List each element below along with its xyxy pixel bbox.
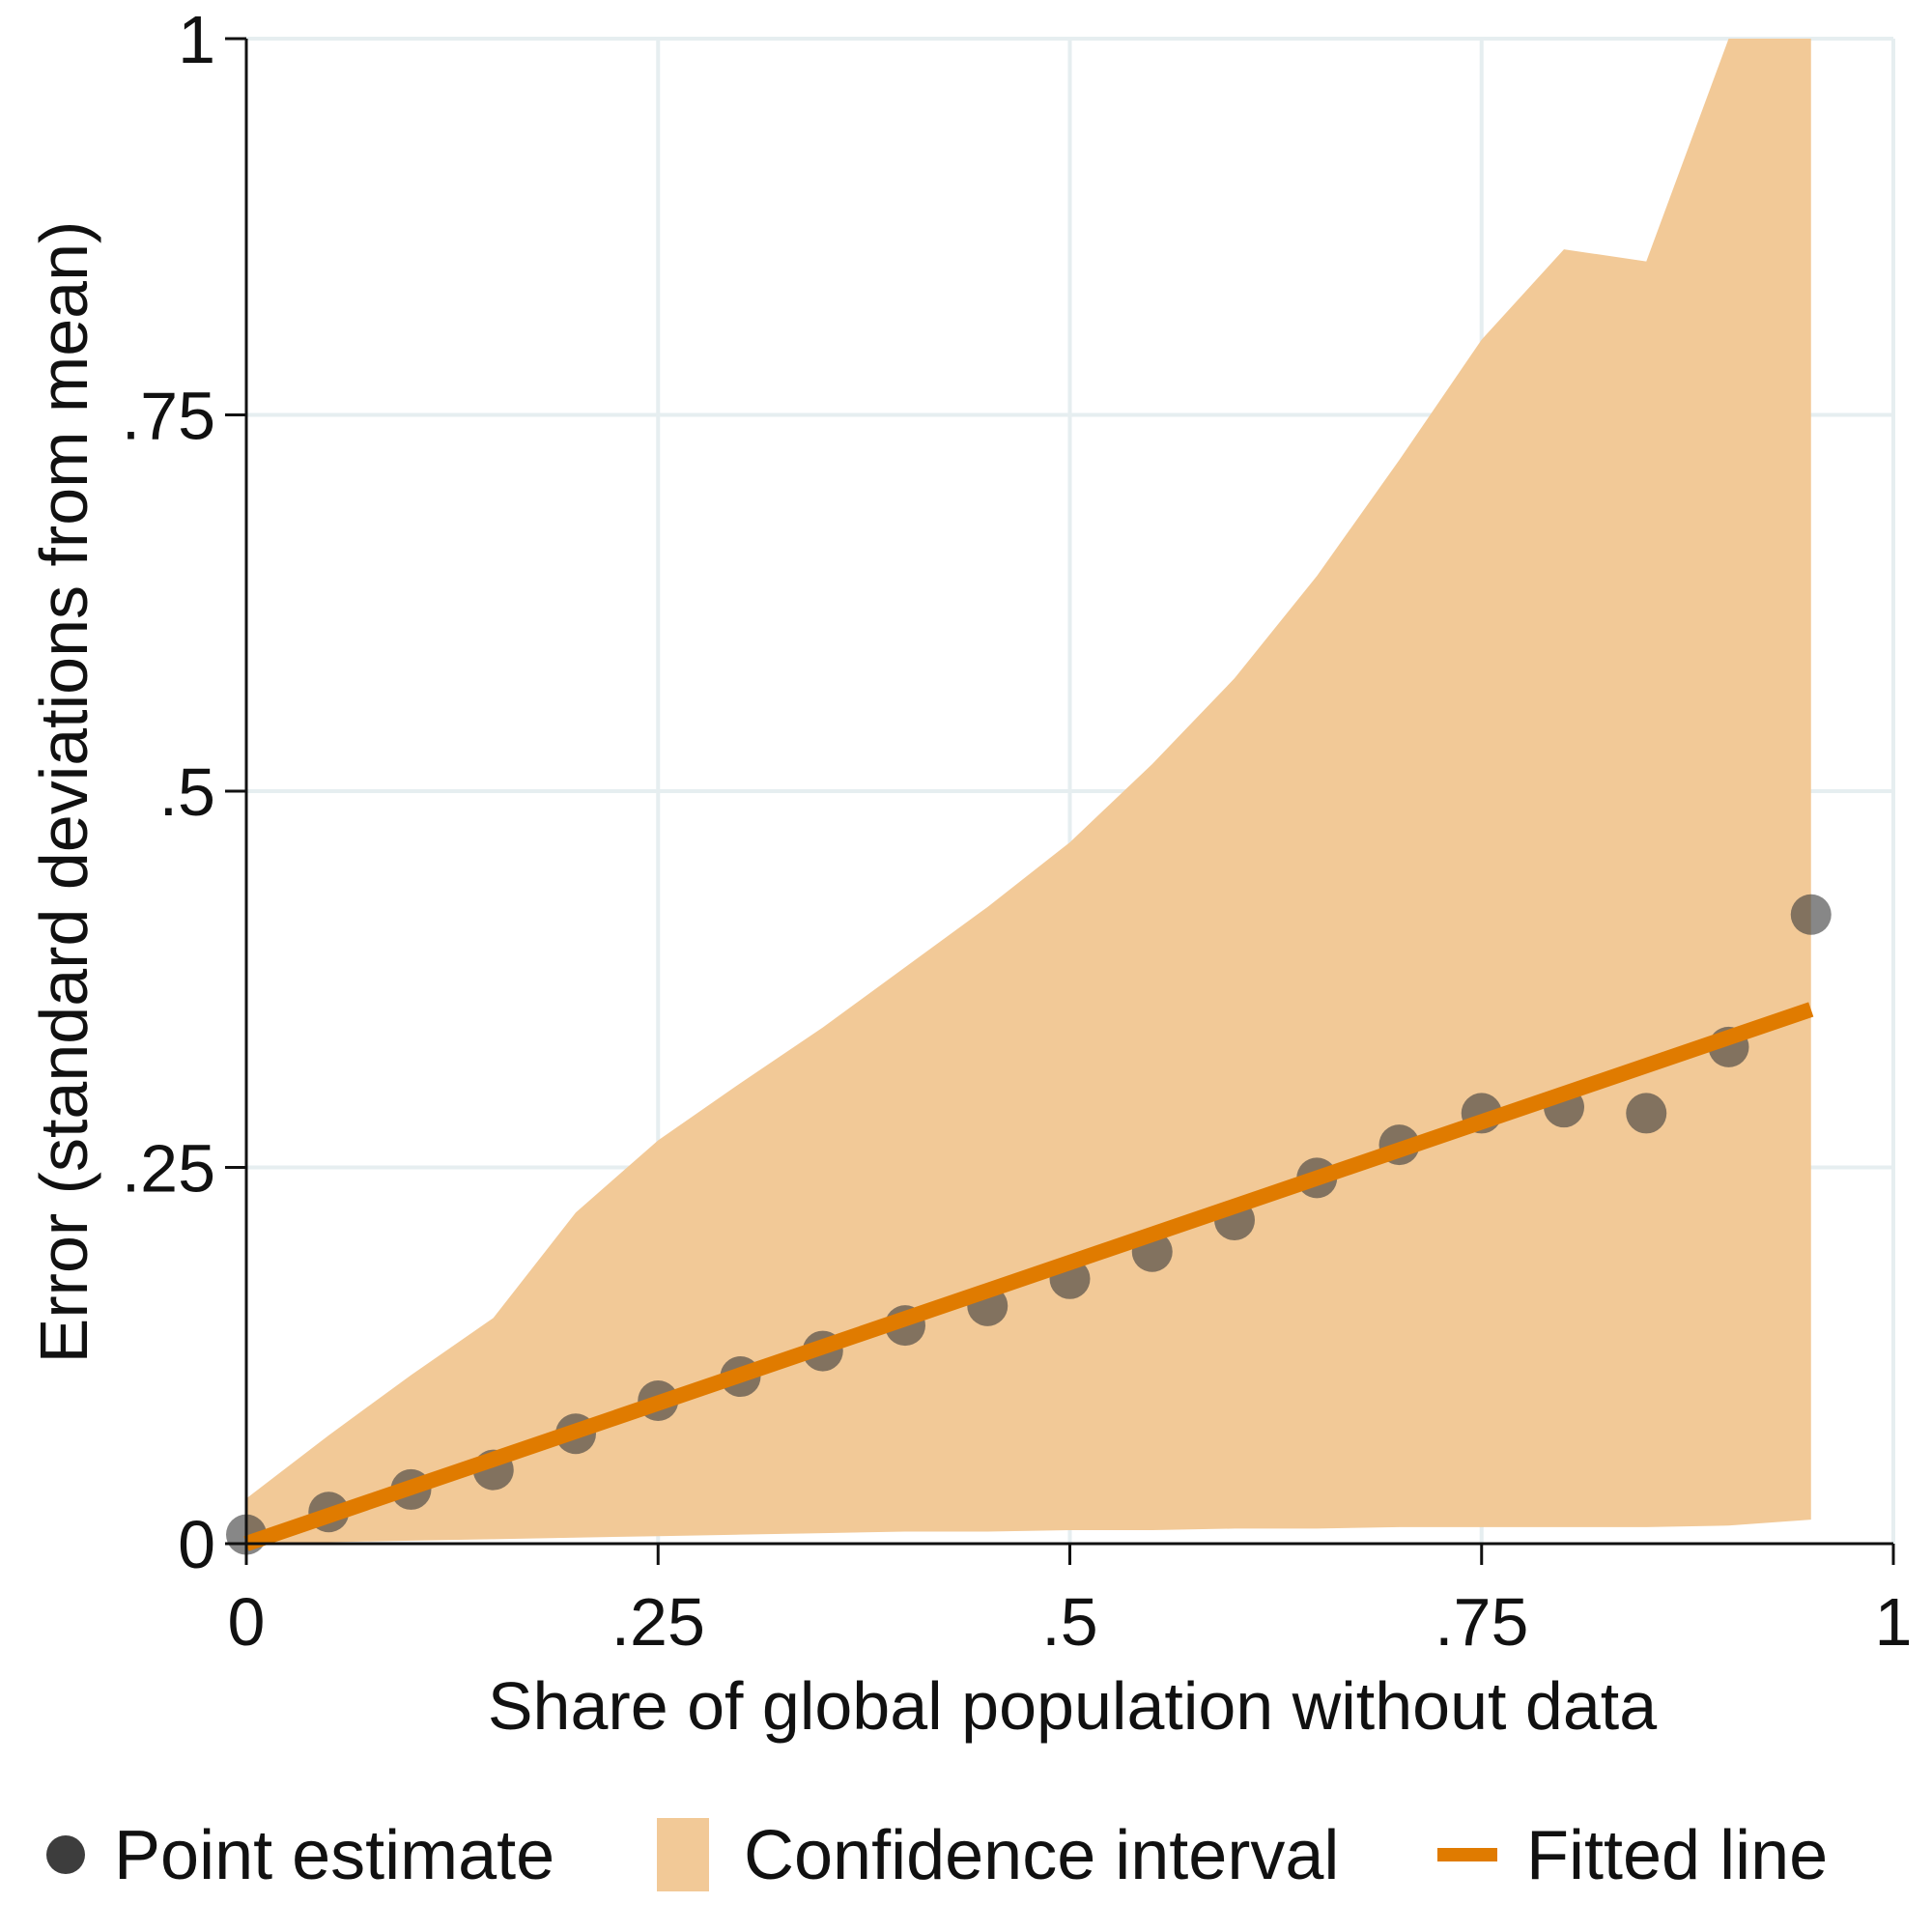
legend-point-swatch	[46, 1835, 85, 1874]
x-tick-label: 0	[228, 1584, 266, 1660]
x-axis-title: Share of global population without data	[488, 1668, 1657, 1744]
data-point	[1790, 894, 1832, 935]
legend-line-swatch	[1437, 1848, 1497, 1861]
y-tick-label: .5	[159, 754, 215, 830]
band-layer	[246, 39, 1811, 1544]
y-axis-title: Error (standard deviations from mean)	[26, 221, 101, 1364]
y-tick-label: 0	[178, 1507, 215, 1582]
confidence-band	[246, 39, 1811, 1544]
y-tick-label: .75	[122, 379, 215, 454]
y-tick-label: .25	[122, 1131, 215, 1207]
x-tick-label: .25	[611, 1584, 705, 1660]
axes-layer: 0 .25 .5 .75 1 0 .25 .5 .75 1	[122, 2, 1913, 1660]
legend-band-label: Confidence interval	[744, 1817, 1339, 1894]
legend: Point estimate Confidence interval Fitte…	[46, 1817, 1828, 1894]
fitted-line	[243, 1002, 1814, 1551]
legend-point-label: Point estimate	[114, 1817, 554, 1894]
x-tick-label: .75	[1435, 1584, 1528, 1660]
x-tick-label: .5	[1041, 1584, 1097, 1660]
x-tick-label: 1	[1875, 1584, 1913, 1660]
legend-line-label: Fitted line	[1526, 1817, 1828, 1894]
data-point	[1626, 1093, 1667, 1134]
y-tick-label: 1	[178, 2, 215, 77]
legend-band-swatch	[657, 1818, 709, 1891]
line-layer	[243, 1002, 1814, 1551]
